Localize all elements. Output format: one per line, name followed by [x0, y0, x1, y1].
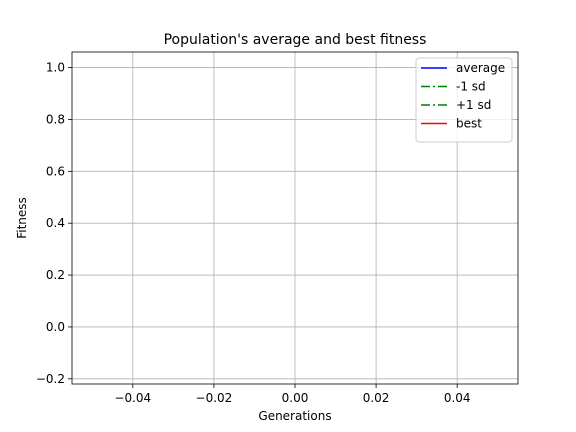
chart-title: Population's average and best fitness — [164, 32, 427, 48]
x-tick-label: 0.00 — [282, 391, 309, 405]
y-tick-label: 0.6 — [46, 164, 65, 178]
y-tick-label: 1.0 — [46, 61, 65, 75]
y-tick-label: 0.4 — [46, 216, 65, 230]
y-tick-label: −0.2 — [36, 372, 65, 386]
y-axis-label: Fitness — [15, 197, 29, 239]
legend-label: best — [456, 117, 482, 131]
x-tick-label: −0.04 — [114, 391, 151, 405]
x-axis-label: Generations — [258, 409, 331, 423]
y-tick-label: 0.0 — [46, 320, 65, 334]
y-tick-label: 0.8 — [46, 112, 65, 126]
x-tick-label: 0.04 — [444, 391, 471, 405]
axis-ticks: −0.04 −0.02 0.00 0.02 0.04 −0.2 0.0 0.2 0.4 0.6 0.… — [36, 61, 471, 405]
x-tick-label: 0.02 — [363, 391, 390, 405]
legend-label: -1 sd — [456, 80, 486, 94]
y-tick-label: 0.2 — [46, 268, 65, 282]
legend-label: +1 sd — [456, 98, 491, 112]
legend: average -1 sd +1 sd best — [415, 57, 513, 143]
legend-box — [415, 57, 513, 143]
legend-label: average — [456, 61, 505, 75]
x-tick-label: −0.02 — [196, 391, 233, 405]
